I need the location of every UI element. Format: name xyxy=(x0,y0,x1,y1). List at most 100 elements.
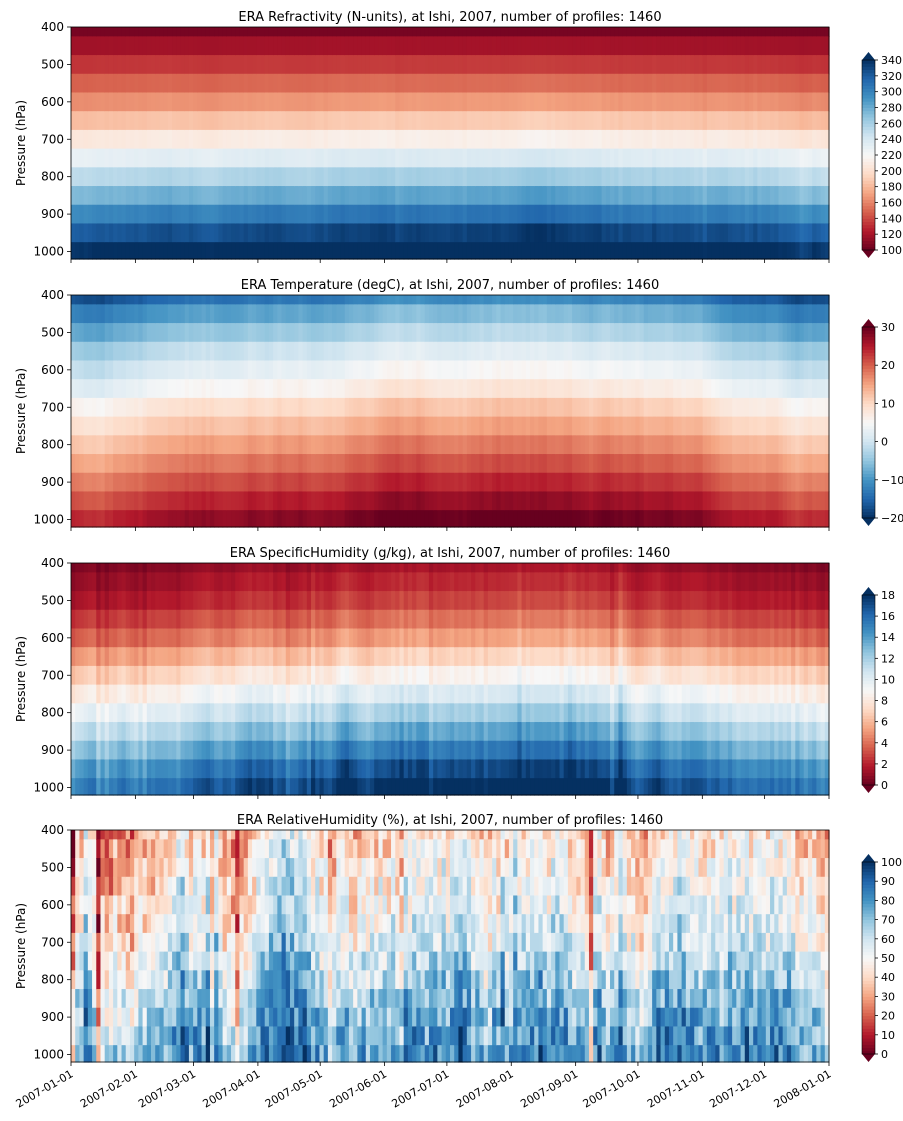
heatmap-cell xyxy=(92,36,97,56)
heatmap-cell xyxy=(92,27,97,37)
heatmap-cell xyxy=(113,27,118,37)
heatmap-cell xyxy=(786,27,792,37)
heatmap-cell xyxy=(757,295,763,305)
heatmap-cell xyxy=(395,472,401,493)
heatmap-cell xyxy=(332,55,337,75)
heatmap-cell xyxy=(681,223,687,243)
heatmap-cell xyxy=(791,36,796,56)
heatmap-cell xyxy=(395,454,401,474)
heatmap-cell xyxy=(407,397,413,418)
heatmap-cell xyxy=(79,591,85,611)
heatmap-cell xyxy=(188,341,194,362)
heatmap-cell xyxy=(673,304,678,324)
heatmap-cell xyxy=(807,55,813,75)
heatmap-cell xyxy=(525,323,531,343)
heatmap-cell xyxy=(214,204,219,225)
heatmap-cell xyxy=(117,472,123,493)
heatmap-cell xyxy=(588,360,594,380)
heatmap-cell xyxy=(601,55,607,75)
heatmap-cell xyxy=(294,397,299,418)
heatmap-cell xyxy=(315,397,321,418)
heatmap-cell xyxy=(209,111,215,131)
heatmap-cell xyxy=(530,111,535,131)
heatmap-cell xyxy=(584,341,590,362)
heatmap-cell xyxy=(799,379,805,399)
heatmap-cell xyxy=(79,416,85,436)
heatmap-cell xyxy=(740,73,746,94)
heatmap-cell xyxy=(209,341,215,362)
heatmap-cell xyxy=(551,454,556,474)
heatmap-cell xyxy=(193,55,198,75)
heatmap-cell xyxy=(664,167,670,187)
heatmap-cell xyxy=(513,223,518,243)
heatmap-cell xyxy=(159,36,165,56)
heatmap-cell xyxy=(83,73,89,94)
heatmap-cell xyxy=(702,454,708,474)
heatmap-cell xyxy=(765,36,771,56)
heatmap-cell xyxy=(239,167,245,187)
heatmap-cell xyxy=(92,665,97,686)
heatmap-cell xyxy=(706,491,712,511)
heatmap-cell xyxy=(83,129,89,150)
heatmap-cell xyxy=(639,416,645,436)
heatmap-cell xyxy=(243,304,249,324)
heatmap-cell xyxy=(698,129,704,150)
heatmap-cell xyxy=(786,341,792,362)
heatmap-cell xyxy=(508,341,514,362)
heatmap-cell xyxy=(711,510,716,528)
heatmap-cell xyxy=(786,186,792,206)
colorbar-segment xyxy=(862,333,875,338)
heatmap-cell xyxy=(167,435,173,455)
heatmap-cell xyxy=(631,295,636,305)
heatmap-cell xyxy=(315,167,321,187)
heatmap-cell xyxy=(597,491,603,511)
heatmap-cell xyxy=(332,242,337,260)
heatmap-cell xyxy=(816,416,822,436)
heatmap-cell xyxy=(193,186,198,206)
heatmap-cell xyxy=(79,563,85,573)
colorbar-segment xyxy=(862,120,875,124)
heatmap-cell xyxy=(681,73,687,94)
heatmap-cell xyxy=(816,295,822,305)
heatmap-cell xyxy=(134,223,139,243)
heatmap-cell xyxy=(496,397,502,418)
heatmap-cell xyxy=(121,454,127,474)
heatmap-cell xyxy=(812,242,817,260)
heatmap-cell xyxy=(209,186,215,206)
heatmap-cell xyxy=(471,73,476,94)
heatmap-cell xyxy=(87,591,93,611)
heatmap-cell xyxy=(534,416,540,436)
heatmap-cell xyxy=(146,242,152,260)
heatmap-cell xyxy=(218,341,224,362)
heatmap-cell xyxy=(243,510,249,528)
heatmap-cell xyxy=(500,510,506,528)
heatmap-cell xyxy=(125,435,131,455)
heatmap-cell xyxy=(87,167,93,187)
heatmap-cell xyxy=(711,167,716,187)
heatmap-cell xyxy=(643,341,649,362)
heatmap-cell xyxy=(121,92,127,112)
heatmap-cell xyxy=(357,55,363,75)
heatmap-cell xyxy=(597,416,603,436)
heatmap-cell xyxy=(437,341,443,362)
heatmap-cell xyxy=(256,36,262,56)
heatmap-cell xyxy=(508,416,514,436)
heatmap-cell xyxy=(820,323,826,343)
heatmap-cell xyxy=(323,27,329,37)
heatmap-cell xyxy=(740,27,746,37)
heatmap-cell xyxy=(243,379,249,399)
heatmap-cell xyxy=(765,454,771,474)
heatmap-cell xyxy=(163,129,169,150)
heatmap-cell xyxy=(559,416,565,436)
heatmap-cell xyxy=(504,92,510,112)
heatmap-cell xyxy=(138,148,144,168)
heatmap-cell xyxy=(348,360,354,380)
heatmap-cell xyxy=(306,111,312,131)
heatmap-cell xyxy=(361,186,367,206)
heatmap-cell xyxy=(706,379,712,399)
heatmap-cell xyxy=(820,416,826,436)
heatmap-cell xyxy=(610,360,615,380)
heatmap-cell xyxy=(428,73,434,94)
heatmap-cell xyxy=(252,454,257,474)
heatmap-cell xyxy=(306,27,312,37)
